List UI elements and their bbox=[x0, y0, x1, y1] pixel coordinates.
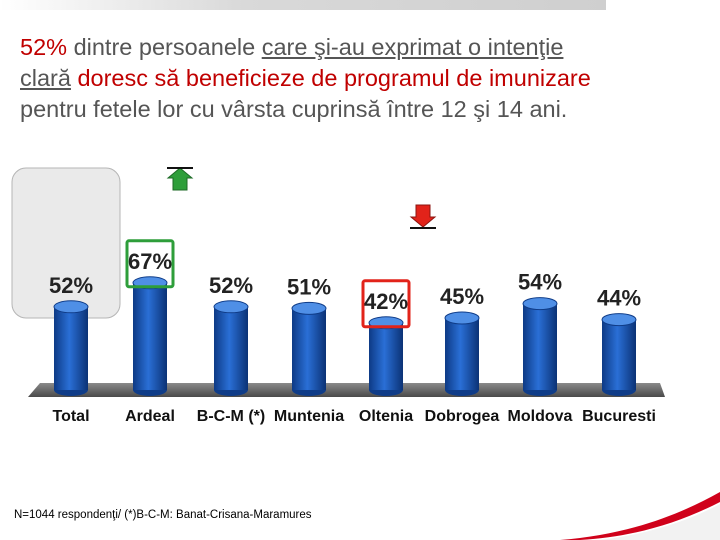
data-label: 52% bbox=[209, 273, 253, 298]
category-label: Oltenia bbox=[359, 408, 413, 425]
corner-swoosh-decoration bbox=[560, 492, 720, 540]
bar-muntenia bbox=[291, 301, 327, 396]
bar-moldova bbox=[522, 297, 558, 396]
bar-body bbox=[54, 306, 88, 390]
region-bar-chart: 52% 67% 52% 51% 42% 45% 54% 44% Total Ardeal B-C-… bbox=[11, 167, 665, 425]
data-label: 52% bbox=[49, 273, 93, 298]
top-decorative-band bbox=[0, 0, 606, 10]
bar-total bbox=[53, 300, 89, 396]
bar-bucuresti bbox=[601, 313, 637, 396]
category-label: B-C-M (*) bbox=[197, 408, 265, 425]
category-label: Muntenia bbox=[274, 408, 344, 425]
data-label: 45% bbox=[440, 284, 484, 309]
bar-body bbox=[133, 282, 167, 390]
bar-body bbox=[523, 303, 557, 390]
bar-top bbox=[213, 300, 249, 314]
headline-highlight-text: doresc să beneficieze de programul de im… bbox=[70, 65, 591, 91]
data-label: 54% bbox=[518, 270, 562, 295]
bar-ardeal bbox=[132, 276, 168, 396]
category-label: Moldova bbox=[508, 408, 573, 425]
data-label: 42% bbox=[364, 289, 408, 314]
headline-text-2: pentru fetele lor cu vârsta cuprinsă înt… bbox=[20, 96, 568, 122]
category-label: Dobrogea bbox=[425, 408, 500, 425]
bar-top bbox=[601, 313, 637, 327]
headline-percent: 52% bbox=[20, 34, 68, 60]
bar-oltenia bbox=[368, 316, 404, 396]
bar-body bbox=[445, 318, 479, 390]
highlight-box-min bbox=[361, 279, 411, 329]
bar-dobrogea bbox=[444, 311, 480, 396]
slide-headline: 52% dintre persoanele care şi-au exprima… bbox=[20, 32, 620, 125]
bar-body bbox=[369, 322, 403, 390]
highlight-box-max bbox=[125, 239, 175, 289]
headline-underlined-text: care şi-au exprimat o intenţie clară bbox=[20, 34, 564, 91]
bar-top bbox=[444, 311, 480, 325]
footnote: N=1044 respondenţi/ (*)B-C-M: Banat-Cris… bbox=[14, 509, 312, 521]
headline-text-1: dintre persoanele bbox=[67, 34, 262, 60]
data-label: 67% bbox=[128, 249, 172, 274]
bar-top bbox=[291, 301, 327, 315]
data-label: 44% bbox=[597, 286, 641, 311]
chart-floor bbox=[28, 383, 665, 397]
bar-top bbox=[53, 300, 89, 314]
data-label: 51% bbox=[287, 274, 331, 299]
bar-top bbox=[522, 297, 558, 311]
arrow-up-icon bbox=[166, 167, 194, 191]
arrow-down-icon bbox=[409, 204, 437, 229]
bar-b-c-m- bbox=[213, 300, 249, 396]
category-label: Ardeal bbox=[125, 408, 175, 425]
category-label: Total bbox=[52, 408, 89, 425]
category-label: Bucuresti bbox=[582, 408, 656, 425]
bar-body bbox=[292, 308, 326, 390]
bar-body bbox=[602, 319, 636, 390]
bar-body bbox=[214, 306, 248, 390]
